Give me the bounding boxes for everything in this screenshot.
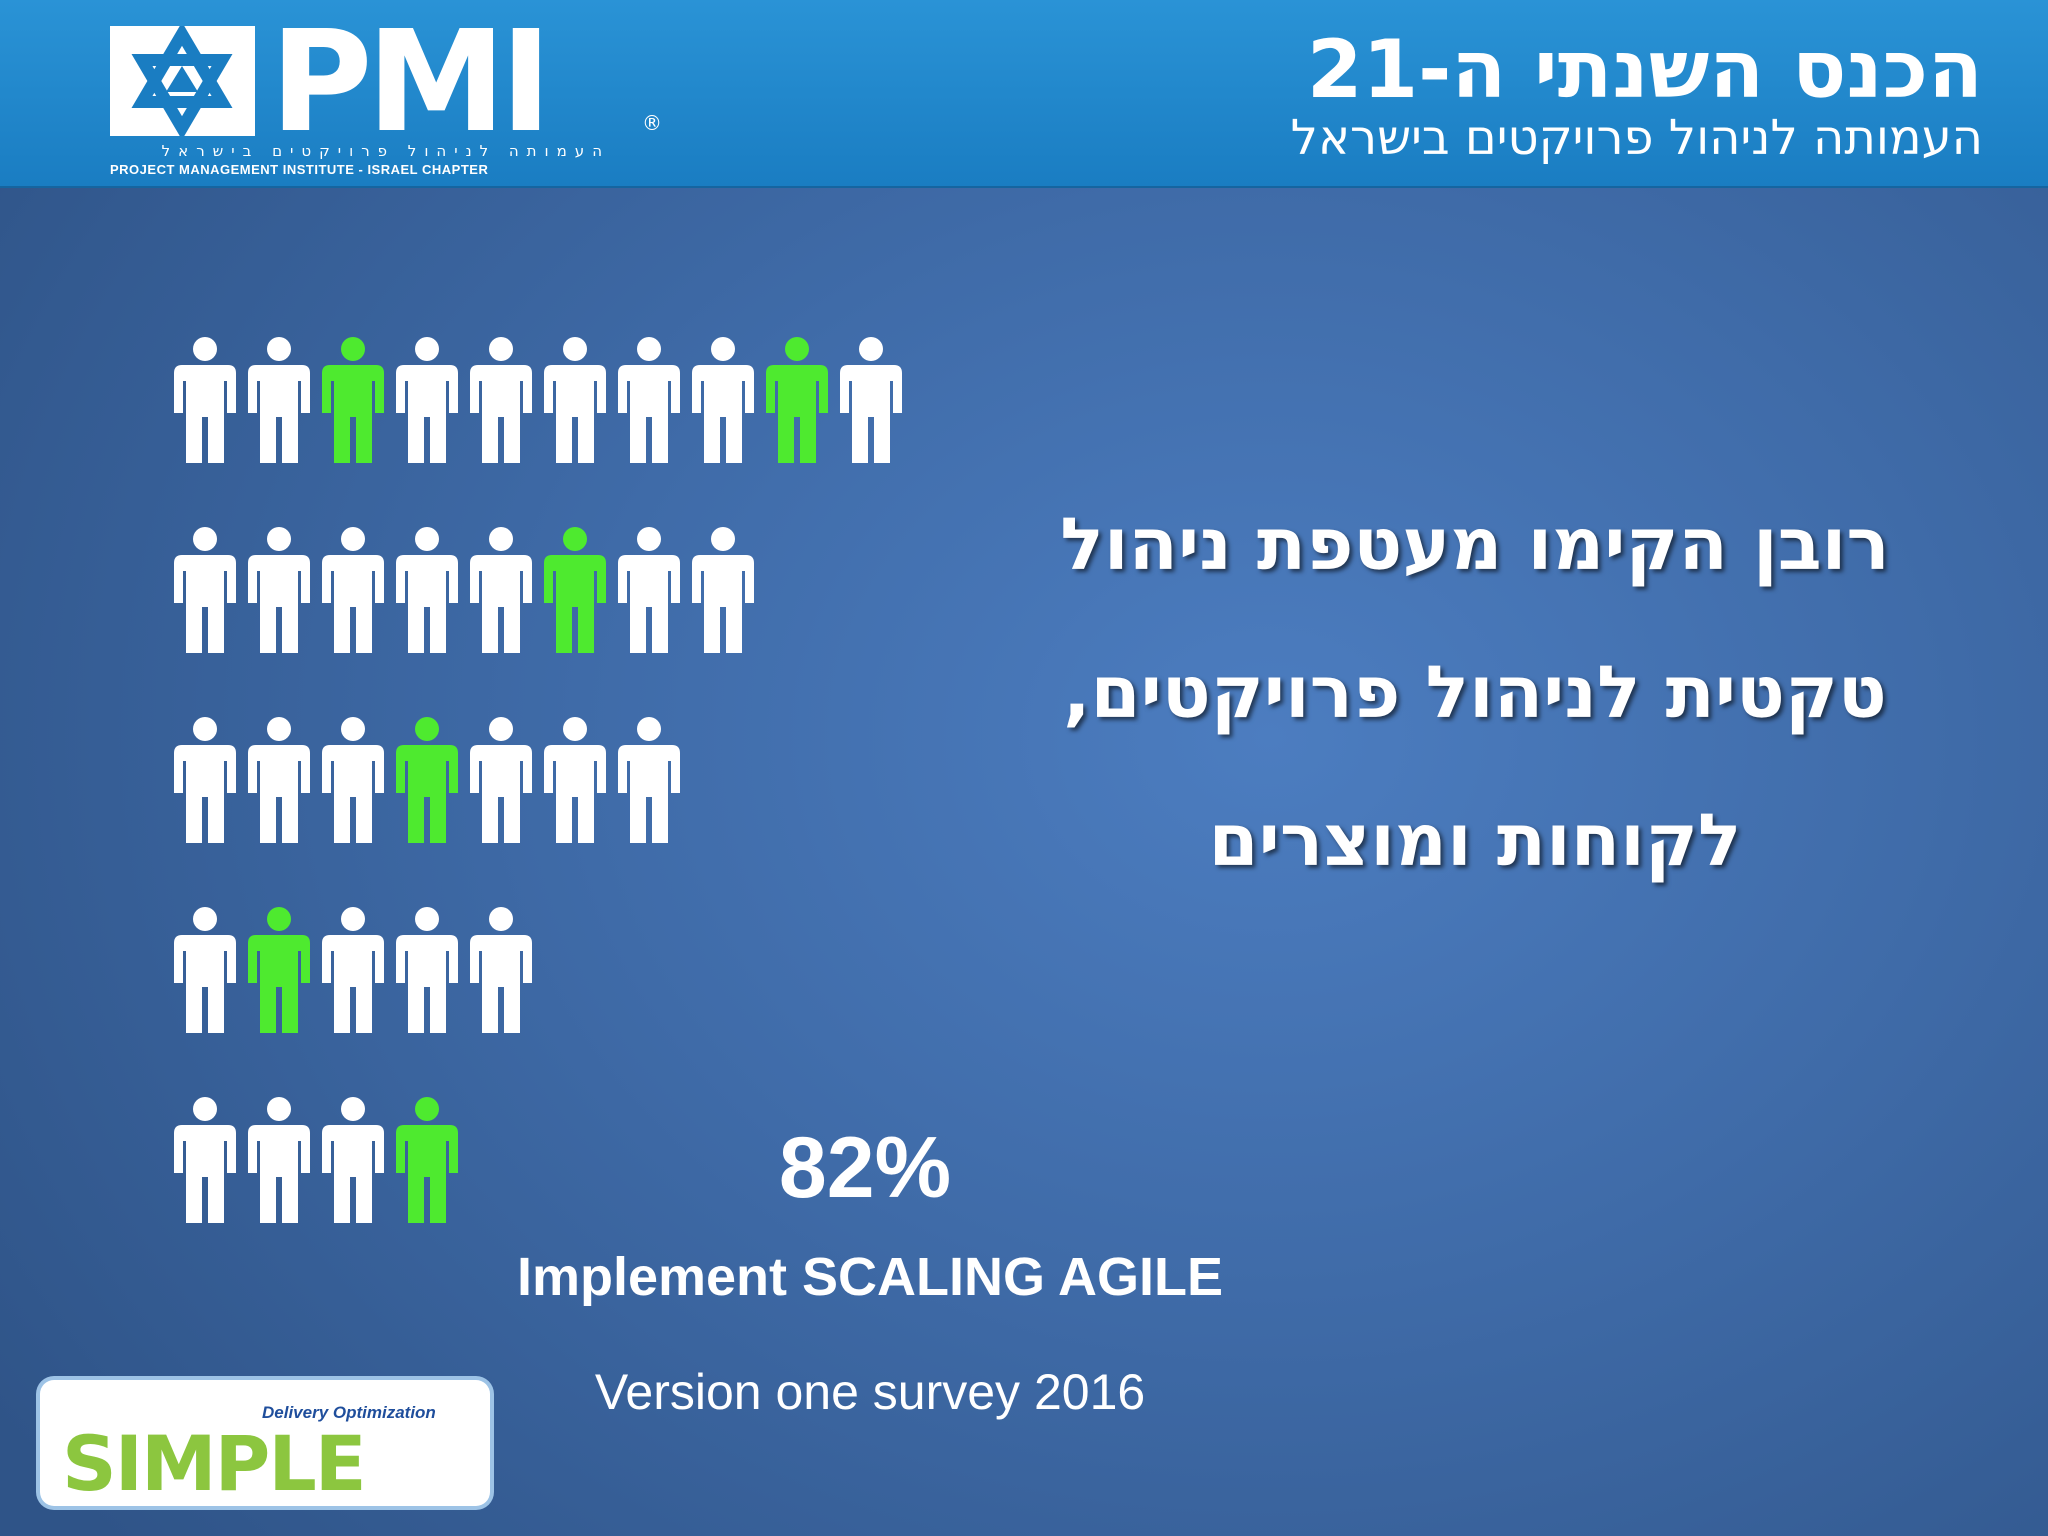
person-icon-highlighted <box>396 717 458 843</box>
header-bar: PMI ® העמותה לניהול פרויקטים בישראל PROJ… <box>0 0 2048 188</box>
person-icon <box>470 907 532 1033</box>
pmi-logo: PMI ® העמותה לניהול פרויקטים בישראל PROJ… <box>110 22 660 186</box>
person-icon <box>174 717 236 843</box>
pmi-wordmark-text: PMI <box>270 22 546 142</box>
person-icon <box>248 527 310 653</box>
person-icon <box>618 337 680 463</box>
conference-title: הכנס השנתי ה-21 <box>1306 23 1983 116</box>
person-icon <box>692 527 754 653</box>
person-icon <box>174 527 236 653</box>
person-icon <box>470 717 532 843</box>
person-icon <box>618 717 680 843</box>
person-icon <box>322 717 384 843</box>
stat-percent: 82% <box>778 1120 952 1216</box>
person-icon <box>396 907 458 1033</box>
source-citation: Version one survey 2016 <box>594 1364 1146 1420</box>
star-of-david-icon <box>110 26 255 136</box>
person-icon <box>470 527 532 653</box>
person-icon <box>322 527 384 653</box>
pictogram-row <box>168 1097 464 1227</box>
simple-wordmark: SIMPLE <box>62 1419 365 1506</box>
conference-subtitle: העמותה לניהול פרויקטים בישראל <box>1290 110 1983 166</box>
person-icon-highlighted <box>322 337 384 463</box>
pictogram-row <box>168 907 538 1037</box>
pmi-tagline-hebrew: העמותה לניהול פרויקטים בישראל <box>161 142 610 160</box>
simple-tagline: Delivery Optimization <box>262 1403 436 1422</box>
person-icon <box>618 527 680 653</box>
person-icon-highlighted <box>766 337 828 463</box>
people-pictogram <box>168 337 928 1237</box>
person-icon <box>544 717 606 843</box>
person-icon <box>248 717 310 843</box>
person-icon <box>174 1097 236 1223</box>
registered-mark: ® <box>642 111 660 135</box>
person-icon-highlighted <box>248 907 310 1033</box>
headline: רובן הקימו מעטפת ניהול טקטית לניהול פרוי… <box>1060 502 1890 882</box>
person-icon <box>248 337 310 463</box>
person-icon <box>544 337 606 463</box>
pmi-tagline-english: PROJECT MANAGEMENT INSTITUTE - ISRAEL CH… <box>110 162 489 177</box>
person-icon <box>322 907 384 1033</box>
person-icon <box>248 1097 310 1223</box>
person-icon <box>396 337 458 463</box>
person-icon <box>692 337 754 463</box>
pmi-wordmark: PMI ® <box>270 22 660 142</box>
pictogram-row <box>168 337 908 467</box>
person-icon <box>396 527 458 653</box>
pictogram-row <box>168 527 760 657</box>
person-icon <box>174 337 236 463</box>
person-icon <box>174 907 236 1033</box>
person-icon <box>840 337 902 463</box>
person-icon <box>470 337 532 463</box>
pictogram-row <box>168 717 686 847</box>
stat-caption: Implement SCALING AGILE <box>516 1247 1224 1307</box>
simple-logo: Delivery Optimization SIMPLE <box>40 1380 490 1506</box>
person-icon-highlighted <box>396 1097 458 1223</box>
person-icon-highlighted <box>544 527 606 653</box>
person-icon <box>322 1097 384 1223</box>
